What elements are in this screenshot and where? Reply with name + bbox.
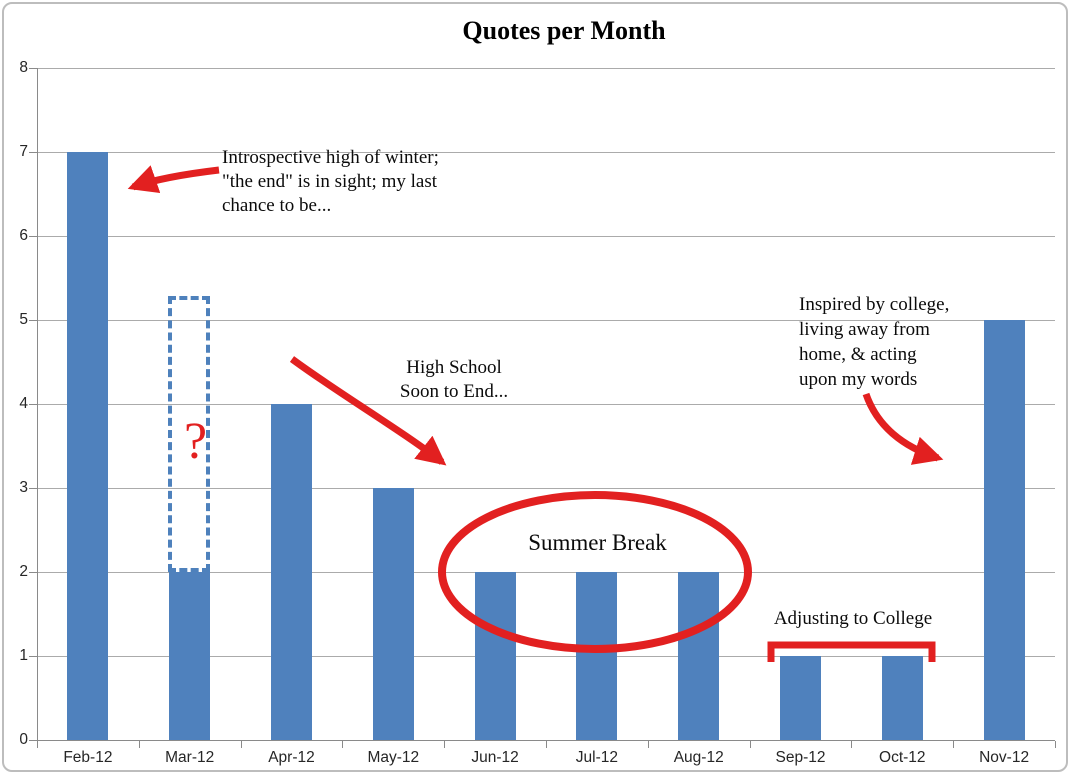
- y-tick: [29, 152, 37, 153]
- gridline: [37, 404, 1055, 405]
- y-tick: [29, 488, 37, 489]
- gridline: [37, 68, 1055, 69]
- high-school-note: High School Soon to End...: [399, 357, 509, 402]
- gridline: [37, 656, 1055, 657]
- bar-mar-12: [169, 572, 211, 740]
- x-tick: [138, 741, 140, 748]
- question-mark-annotation: ?: [184, 413, 208, 470]
- x-axis-label: Mar-12: [165, 749, 215, 766]
- x-tick: [647, 741, 649, 748]
- chart-title: Quotes per Month: [462, 16, 666, 45]
- x-axis-label: Aug-12: [673, 749, 724, 766]
- y-axis-label: 4: [19, 395, 28, 412]
- college-note: Inspired by college, living away from ho…: [799, 294, 950, 390]
- x-axis-label: Feb-12: [63, 749, 113, 766]
- bar-oct-12: [881, 656, 923, 740]
- x-axis-label: Apr-12: [268, 749, 315, 766]
- x-axis-label: Jul-12: [575, 749, 618, 766]
- y-tick: [29, 236, 37, 237]
- x-axis-label: May-12: [367, 749, 420, 766]
- x-tick: [749, 741, 751, 748]
- y-tick: [29, 320, 37, 321]
- bar-aug-12: [678, 572, 720, 740]
- bar-may-12: [372, 488, 414, 740]
- x-axis-label: Oct-12: [879, 749, 926, 766]
- y-tick: [29, 656, 37, 657]
- x-axis-line: [37, 740, 1055, 741]
- x-tick: [851, 741, 853, 748]
- bar-apr-12: [271, 404, 312, 740]
- bar-sep-12: [780, 656, 821, 740]
- x-tick: [342, 741, 344, 748]
- gridline: [37, 236, 1055, 237]
- x-tick: [240, 741, 242, 748]
- x-tick: [444, 741, 446, 748]
- bar-jul-12: [576, 572, 618, 740]
- bar-jun-12: [474, 572, 516, 740]
- x-tick: [546, 741, 547, 748]
- gridline: [37, 152, 1055, 153]
- x-tick: [1055, 741, 1056, 748]
- gridline: [37, 488, 1055, 489]
- gridline: [37, 320, 1055, 321]
- y-tick: [29, 740, 37, 741]
- y-tick: [29, 404, 37, 405]
- y-axis-label: 2: [19, 563, 28, 580]
- y-tick: [29, 572, 37, 573]
- bar-nov-12: [983, 320, 1025, 740]
- x-axis-label: Jun-12: [471, 749, 519, 766]
- bar-feb-12: [67, 152, 109, 740]
- x-axis-label: Sep-12: [775, 749, 826, 766]
- x-axis-label: Nov-12: [979, 749, 1030, 766]
- y-axis-label: 8: [19, 59, 28, 76]
- feb-note: Introspective high of winter; "the end" …: [222, 147, 439, 216]
- chart-border: [2, 2, 1068, 772]
- y-axis-label: 3: [19, 479, 28, 496]
- adjusting-to-college-label: Adjusting to College: [773, 608, 933, 629]
- y-axis-label: 5: [19, 311, 28, 328]
- hypothetical-bar-outline: [168, 296, 210, 572]
- y-axis-line: [37, 68, 38, 748]
- y-axis-label: 7: [19, 143, 28, 160]
- summer-break-label: Summer Break: [528, 530, 667, 555]
- y-axis-label: 6: [19, 227, 28, 244]
- x-tick: [37, 741, 38, 748]
- y-tick: [29, 68, 37, 69]
- y-axis-label: 0: [19, 731, 28, 748]
- y-axis-label: 1: [19, 647, 28, 664]
- x-tick: [953, 741, 955, 748]
